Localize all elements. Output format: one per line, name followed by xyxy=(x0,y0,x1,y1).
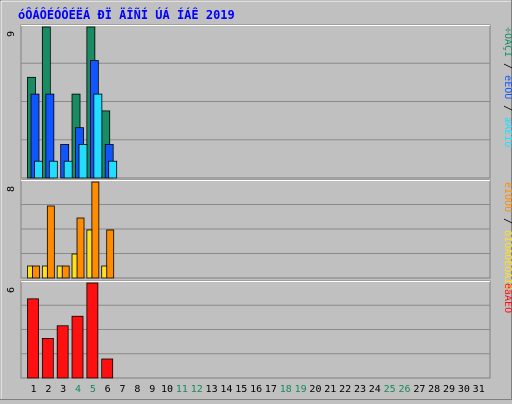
x-tick-label: 13 xyxy=(206,384,218,395)
y-max-label: 9 xyxy=(6,31,17,37)
bar xyxy=(32,265,40,279)
bar xyxy=(71,315,84,379)
x-tick-label: 6 xyxy=(105,384,111,395)
x-tick-label: 10 xyxy=(161,384,173,395)
bar xyxy=(108,160,118,179)
bar xyxy=(41,265,48,279)
x-tick-label: 19 xyxy=(295,384,307,395)
legend-part: / xyxy=(502,99,512,117)
x-tick-label: 15 xyxy=(235,384,247,395)
legend-part: ðÏÓÅÔÉÔÅÌÉ xyxy=(502,230,512,290)
bar xyxy=(41,338,54,379)
legend-part: èÏÓÔÙ xyxy=(502,182,512,212)
bar xyxy=(46,205,55,279)
bar xyxy=(48,160,58,179)
bar xyxy=(27,298,39,379)
bar xyxy=(106,229,115,279)
x-tick-label: 4 xyxy=(75,384,81,395)
legend-part: / xyxy=(502,212,512,230)
x-tick-label: 9 xyxy=(149,384,155,395)
legend-part: / xyxy=(502,57,512,75)
x-tick-label: 17 xyxy=(265,384,277,395)
x-tick-label: 26 xyxy=(398,384,410,395)
x-tick-label: 12 xyxy=(191,384,203,395)
bar xyxy=(101,358,114,379)
legend-part: ëâÁÊÔ xyxy=(502,283,512,313)
chart-title: óÔÁÔÉÓÔÉËÁ ÐÏ ÄÎÑÍ ÚÁ ÍÁÊ 2019 xyxy=(18,7,235,22)
x-tick-label: 25 xyxy=(384,384,396,395)
bar xyxy=(71,253,78,279)
series-legend-label: ëâÁÊÔ xyxy=(502,283,512,313)
y-max-label: 8 xyxy=(6,186,17,192)
bar xyxy=(61,265,70,279)
x-tick-label: 16 xyxy=(250,384,262,395)
x-tick-label: 22 xyxy=(339,384,351,395)
panel-3: 6 ëâÁÊÔ xyxy=(6,280,512,379)
x-tick-label: 7 xyxy=(120,384,126,395)
series-legend-label: èÏÓÔÙ / ðÏÓÅÔÉÔÅÌÉ xyxy=(502,182,512,290)
x-tick-label: 11 xyxy=(176,384,188,395)
x-tick-label: 18 xyxy=(280,384,292,395)
bar xyxy=(91,181,100,279)
chart-panels: 9 ÷ÓÅÇÏ / èÉÔÙ / æÁÊÌÙ 8 èÏÓÔÙ / ðÏÓÅÔÉÔÅÌÉ… xyxy=(6,24,512,379)
x-tick-label: 24 xyxy=(369,384,381,395)
x-tick-label: 23 xyxy=(354,384,366,395)
panel-2: 8 èÏÓÔÙ / ðÏÓÅÔÉÔÅÌÉ xyxy=(6,179,512,290)
legend-part: æÁÊÌÙ xyxy=(502,117,512,147)
x-tick-label: 29 xyxy=(443,384,455,395)
panel-1: 9 ÷ÓÅÇÏ / èÉÔÙ / æÁÊÌÙ xyxy=(6,24,512,179)
x-tick-label: 8 xyxy=(134,384,140,395)
bar xyxy=(86,229,93,279)
bar xyxy=(56,325,69,379)
x-tick-label: 14 xyxy=(220,384,232,395)
bar xyxy=(34,160,43,179)
legend-part: ÷ÓÅÇÏ xyxy=(502,27,512,57)
bar xyxy=(101,265,108,279)
x-tick-label: 5 xyxy=(90,384,96,395)
x-tick-label: 30 xyxy=(458,384,470,395)
x-tick-label: 1 xyxy=(30,384,36,395)
bar xyxy=(93,93,103,179)
x-tick-label: 2 xyxy=(45,384,51,395)
x-tick-label: 31 xyxy=(473,384,485,395)
bar xyxy=(56,265,63,279)
x-tick-label: 21 xyxy=(324,384,336,395)
bar xyxy=(27,265,33,279)
bar xyxy=(76,217,85,279)
y-max-label: 6 xyxy=(6,287,17,293)
x-axis-labels: 1 2 3 4 5 6 7 8 9 10 11 12 13 14 15 16 17 18 19 20 21 22 23 24 2… xyxy=(30,384,484,395)
legend-part: èÉÔÙ xyxy=(502,75,512,99)
x-tick-label: 27 xyxy=(413,384,425,395)
bar xyxy=(86,282,99,379)
x-tick-label: 20 xyxy=(309,384,321,395)
x-tick-label: 28 xyxy=(428,384,440,395)
series-legend-label: ÷ÓÅÇÏ / èÉÔÙ / æÁÊÌÙ xyxy=(502,27,512,147)
bar xyxy=(63,160,73,179)
bar xyxy=(78,144,88,179)
x-tick-label: 3 xyxy=(60,384,66,395)
